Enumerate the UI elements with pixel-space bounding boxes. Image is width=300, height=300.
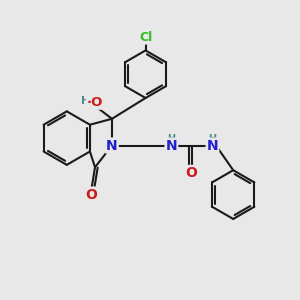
Text: N: N xyxy=(106,139,118,152)
Text: H: H xyxy=(81,96,90,106)
Text: H: H xyxy=(167,134,175,144)
Text: ·O: ·O xyxy=(86,96,103,109)
Text: N: N xyxy=(207,139,218,152)
Text: Cl: Cl xyxy=(139,31,152,44)
Text: O: O xyxy=(85,188,97,202)
Text: N: N xyxy=(166,139,177,152)
Text: O: O xyxy=(186,166,197,180)
Text: H: H xyxy=(208,134,217,144)
